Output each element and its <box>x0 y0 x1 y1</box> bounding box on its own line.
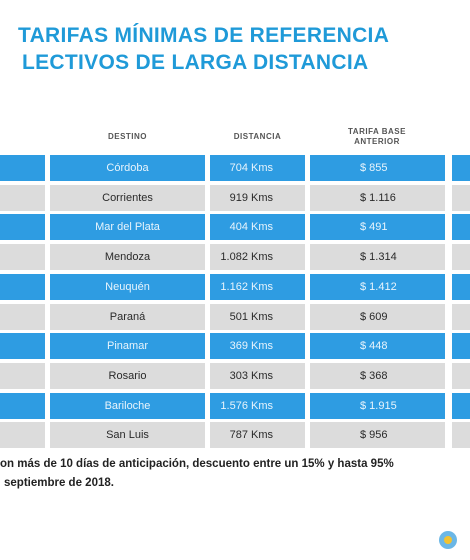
table-cell: $ 491 <box>310 214 445 241</box>
table-cell: Córdoba <box>50 155 205 181</box>
table-cell: Mendoza <box>50 244 205 271</box>
row-edge-cell <box>452 333 470 360</box>
table-cell: 369 Kms <box>210 333 305 360</box>
table-cell: $ 368 <box>310 362 445 389</box>
row-edge-cell <box>0 392 45 419</box>
table-cell: 787 Kms <box>210 422 305 449</box>
table-cell: $ 1.915 <box>310 392 445 419</box>
row-edge-cell <box>452 422 470 449</box>
table-cell: $ 609 <box>310 303 445 330</box>
table-cell: 704 Kms <box>210 155 305 181</box>
table-cell: 303 Kms <box>210 362 305 389</box>
row-edge-cell <box>452 303 470 330</box>
row-edge-cell <box>0 362 45 389</box>
row-edge-cell <box>0 273 45 300</box>
title-line: LECTIVOS DE LARGA DISTANCIA <box>22 51 369 74</box>
footnote: on más de 10 días de anticipación, descu… <box>0 458 394 470</box>
row-edge-cell <box>0 184 45 211</box>
table-cell: Paraná <box>50 303 205 330</box>
table-cell: 404 Kms <box>210 214 305 241</box>
table-cell: Rosario <box>50 362 205 389</box>
table-cell: Pinamar <box>50 333 205 360</box>
table-cell: 1.162 Kms <box>210 273 305 300</box>
table-cell: Mar del Plata <box>50 214 205 241</box>
footnote: septiembre de 2018. <box>4 477 114 489</box>
row-edge-cell <box>452 362 470 389</box>
table-cell: San Luis <box>50 422 205 449</box>
table-cell: Bariloche <box>50 392 205 419</box>
row-edge-cell <box>452 273 470 300</box>
column-header: DISTANCIA <box>233 132 282 141</box>
table-cell: Corrientes <box>50 184 205 211</box>
row-edge-cell <box>452 244 470 271</box>
table-cell: 919 Kms <box>210 184 305 211</box>
row-edge-cell <box>452 184 470 211</box>
table-cell: $ 956 <box>310 422 445 449</box>
row-edge-cell <box>0 422 45 449</box>
column-header: DESTINO <box>107 132 148 141</box>
row-edge-cell <box>452 392 470 419</box>
table-cell: $ 1.116 <box>310 184 445 211</box>
table-cell: $ 1.412 <box>310 273 445 300</box>
logo-emblem <box>439 531 457 549</box>
table-cell: $ 1.314 <box>310 244 445 271</box>
emblem-sun <box>444 536 452 544</box>
table-cell: Neuquén <box>50 273 205 300</box>
table-cell: $ 855 <box>310 155 445 181</box>
table-cell: 1.082 Kms <box>210 244 305 271</box>
row-edge-cell <box>0 303 45 330</box>
title-line: TARIFAS MÍNIMAS DE REFERENCIA <box>18 24 390 47</box>
row-edge-cell <box>0 333 45 360</box>
table-cell: 1.576 Kms <box>210 392 305 419</box>
table-cell: $ 448 <box>310 333 445 360</box>
row-edge-cell <box>0 214 45 241</box>
row-edge-cell <box>0 244 45 271</box>
row-edge-cell <box>452 214 470 241</box>
row-edge-cell <box>0 155 45 181</box>
table-cell: 501 Kms <box>210 303 305 330</box>
row-edge-cell <box>452 155 470 181</box>
column-header: TARIFA BASE ANTERIOR <box>348 127 406 146</box>
